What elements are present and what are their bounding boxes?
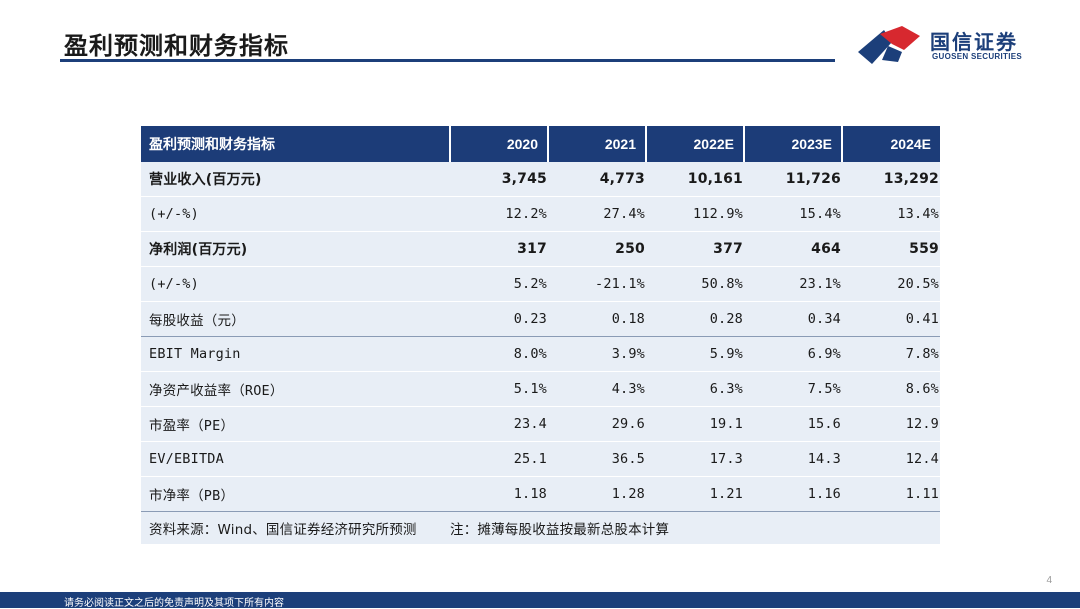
table-cell: 25.1 (450, 441, 548, 477)
column-header: 2024E (841, 126, 940, 162)
table-row: 净利润(百万元) 317 250 377 464 559 (141, 231, 940, 267)
table-cell: 12.4 (842, 441, 940, 477)
table-cell: 8.6% (842, 371, 940, 407)
table-row: EBIT Margin 8.0% 3.9% 5.9% 6.9% 7.8% (141, 336, 940, 372)
table-cell: 6.9% (744, 336, 842, 372)
table-cell: 19.1 (646, 406, 744, 442)
table-cell: 112.9% (646, 196, 744, 232)
table-cell: 13.4% (842, 196, 940, 232)
row-label: 市净率（PB） (141, 476, 450, 512)
financial-forecast-table: 盈利预测和财务指标 2020 2021 2022E 2023E 2024E 营业… (141, 126, 940, 544)
row-label: 净利润(百万元) (141, 231, 450, 267)
table-cell: 559 (842, 231, 940, 267)
table-cell: 15.6 (744, 406, 842, 442)
table-cell: 12.2% (450, 196, 548, 232)
row-label: (+/-%) (141, 266, 450, 302)
table-cell: 1.21 (646, 476, 744, 512)
table-cell: 17.3 (646, 441, 744, 477)
table-cell: 6.3% (646, 371, 744, 407)
eps-dilution-note: 注：摊薄每股收益按最新总股本计算 (450, 522, 670, 538)
table-cell: 7.5% (744, 371, 842, 407)
table-cell: 0.28 (646, 301, 744, 337)
table-cell: 12.9 (842, 406, 940, 442)
title-divider (60, 59, 835, 62)
table-cell: 3,745 (450, 162, 548, 197)
row-label: 市盈率（PE） (141, 406, 450, 442)
table-cell: 1.28 (548, 476, 646, 512)
guosen-logo-icon (858, 26, 920, 64)
table-cell: 4,773 (548, 162, 646, 197)
row-label: 营业收入(百万元) (141, 162, 450, 197)
table-cell: 13,292 (842, 162, 940, 197)
row-label: 每股收益（元） (141, 301, 450, 337)
row-label: EBIT Margin (141, 336, 450, 372)
table-cell: 4.3% (548, 371, 646, 407)
table-cell: 23.4 (450, 406, 548, 442)
table-row: (+/-%) 12.2% 27.4% 112.9% 15.4% 13.4% (141, 196, 940, 232)
table-cell: 29.6 (548, 406, 646, 442)
table-cell: 15.4% (744, 196, 842, 232)
table-cell: 1.16 (744, 476, 842, 512)
row-label: EV/EBITDA (141, 441, 450, 477)
table-row: 净资产收益率（ROE） 5.1% 4.3% 6.3% 7.5% 8.6% (141, 371, 940, 407)
table-row: 市盈率（PE） 23.4 29.6 19.1 15.6 12.9 (141, 406, 940, 442)
table-cell: 0.23 (450, 301, 548, 337)
column-header: 2020 (449, 126, 548, 162)
page-title: 盈利预测和财务指标 (64, 32, 289, 60)
table-cell: 1.11 (842, 476, 940, 512)
guosen-logo: 国信证券 GUOSEN SECURITIES (858, 22, 1058, 68)
table-cell: 20.5% (842, 266, 940, 302)
table-cell: 14.3 (744, 441, 842, 477)
table-cell: 27.4% (548, 196, 646, 232)
table-cell: 10,161 (646, 162, 744, 197)
table-cell: 8.0% (450, 336, 548, 372)
column-header: 2023E (743, 126, 842, 162)
table-cell: 464 (744, 231, 842, 267)
table-cell: 0.18 (548, 301, 646, 337)
table-source-row: 资料来源：Wind、国信证券经济研究所预测 注：摊薄每股收益按最新总股本计算 (141, 512, 940, 545)
table-cell: 36.5 (548, 441, 646, 477)
table-cell: 1.18 (450, 476, 548, 512)
table-cell: 0.34 (744, 301, 842, 337)
table-row: 营业收入(百万元) 3,745 4,773 10,161 11,726 13,2… (141, 162, 940, 197)
table-cell: 7.8% (842, 336, 940, 372)
table-cell: 250 (548, 231, 646, 267)
table-cell: 11,726 (744, 162, 842, 197)
table-cell: 3.9% (548, 336, 646, 372)
footer-bar: 请务必阅读正文之后的免责声明及其项下所有内容 (0, 592, 1080, 609)
table-row: 市净率（PB） 1.18 1.28 1.21 1.16 1.11 (141, 476, 940, 512)
data-source-note: 资料来源：Wind、国信证券经济研究所预测 (149, 522, 417, 538)
table-cell: 317 (450, 231, 548, 267)
table-cell: 377 (646, 231, 744, 267)
table-cell: 5.1% (450, 371, 548, 407)
row-label: (+/-%) (141, 196, 450, 232)
table-cell: 50.8% (646, 266, 744, 302)
row-label: 净资产收益率（ROE） (141, 371, 450, 407)
table-row: 每股收益（元） 0.23 0.18 0.28 0.34 0.41 (141, 301, 940, 337)
table-cell: 0.41 (842, 301, 940, 337)
table-cell: 23.1% (744, 266, 842, 302)
table-header-row: 盈利预测和财务指标 2020 2021 2022E 2023E 2024E (141, 126, 940, 162)
column-header: 盈利预测和财务指标 (141, 126, 450, 162)
column-header: 2022E (645, 126, 744, 162)
logo-chinese-name: 国信证券 (930, 30, 1018, 54)
table-cell: -21.1% (548, 266, 646, 302)
logo-english-name: GUOSEN SECURITIES (932, 52, 1023, 61)
table-cell: 5.9% (646, 336, 744, 372)
table-row: (+/-%) 5.2% -21.1% 50.8% 23.1% 20.5% (141, 266, 940, 302)
footer-disclaimer: 请务必阅读正文之后的免责声明及其项下所有内容 (64, 598, 284, 609)
table-cell: 5.2% (450, 266, 548, 302)
column-header: 2021 (547, 126, 646, 162)
table-row: EV/EBITDA 25.1 36.5 17.3 14.3 12.4 (141, 441, 940, 477)
page-number: 4 (1046, 575, 1052, 586)
